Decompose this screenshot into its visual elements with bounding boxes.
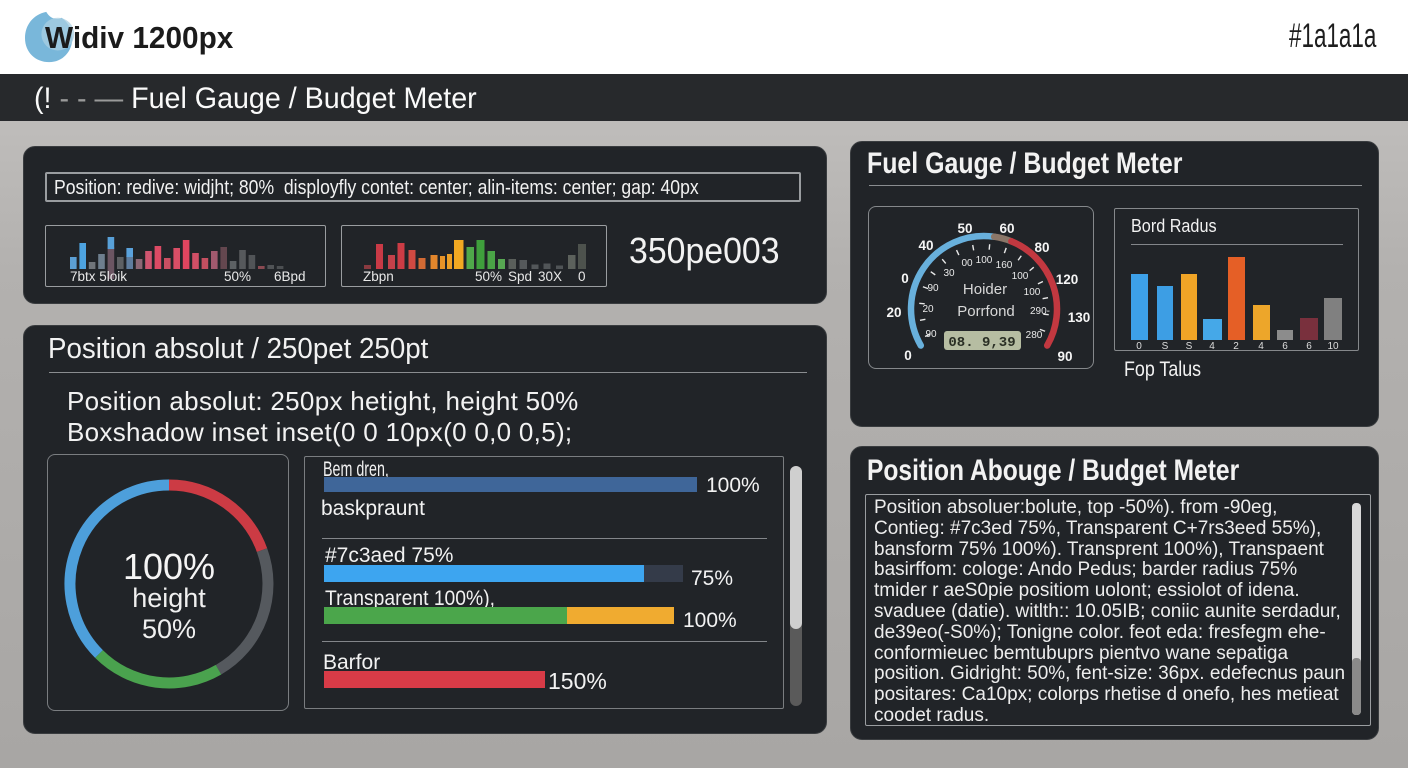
svg-text:10: 10 [1327,341,1339,349]
svg-text:0: 0 [578,269,586,284]
svg-text:Spd: Spd [508,269,532,284]
svg-text:100: 100 [1012,271,1029,282]
svg-text:Hoider: Hoider [963,281,1007,298]
svg-text:0: 0 [904,348,912,363]
svg-text:160: 160 [996,260,1013,271]
svg-text:280: 280 [1026,330,1043,341]
svg-text:0: 0 [1136,341,1142,349]
svg-text:30X: 30X [538,269,562,284]
svg-text:90: 90 [1057,349,1072,364]
svg-text:height: height [132,583,206,613]
svg-text:20: 20 [922,304,934,315]
svg-text:S: S [1186,341,1193,349]
svg-text:100%: 100% [123,546,215,587]
svg-text:6: 6 [1306,341,1312,349]
svg-text:0: 0 [901,271,909,286]
svg-text:6Bpd: 6Bpd [274,269,306,284]
svg-text:90: 90 [925,329,937,340]
svg-text:90: 90 [927,283,939,294]
svg-text:30: 30 [943,268,955,279]
svg-text:7btx 5loik: 7btx 5loik [70,269,127,284]
svg-text:Zbpn: Zbpn [363,269,394,284]
svg-text:4: 4 [1209,341,1215,349]
svg-text:50%: 50% [142,614,196,644]
svg-text:80: 80 [1034,240,1049,255]
svg-text:S: S [1162,341,1169,349]
svg-text:100: 100 [976,255,993,266]
svg-text:290-: 290- [1030,306,1050,317]
svg-text:130: 130 [1068,310,1091,325]
svg-text:50: 50 [957,221,972,236]
svg-text:60: 60 [999,221,1014,236]
svg-text:4: 4 [1258,341,1264,349]
svg-text:Porrfond: Porrfond [957,303,1015,320]
svg-text:40: 40 [918,238,933,253]
svg-text:50%: 50% [224,269,251,284]
svg-text:20: 20 [886,305,901,320]
svg-text:2: 2 [1233,341,1239,349]
svg-text:00: 00 [961,258,973,269]
svg-text:50%: 50% [475,269,502,284]
svg-text:6: 6 [1282,341,1288,349]
svg-text:120: 120 [1056,272,1079,287]
svg-text:08. 9,39: 08. 9,39 [948,335,1015,351]
svg-text:100: 100 [1024,287,1041,298]
